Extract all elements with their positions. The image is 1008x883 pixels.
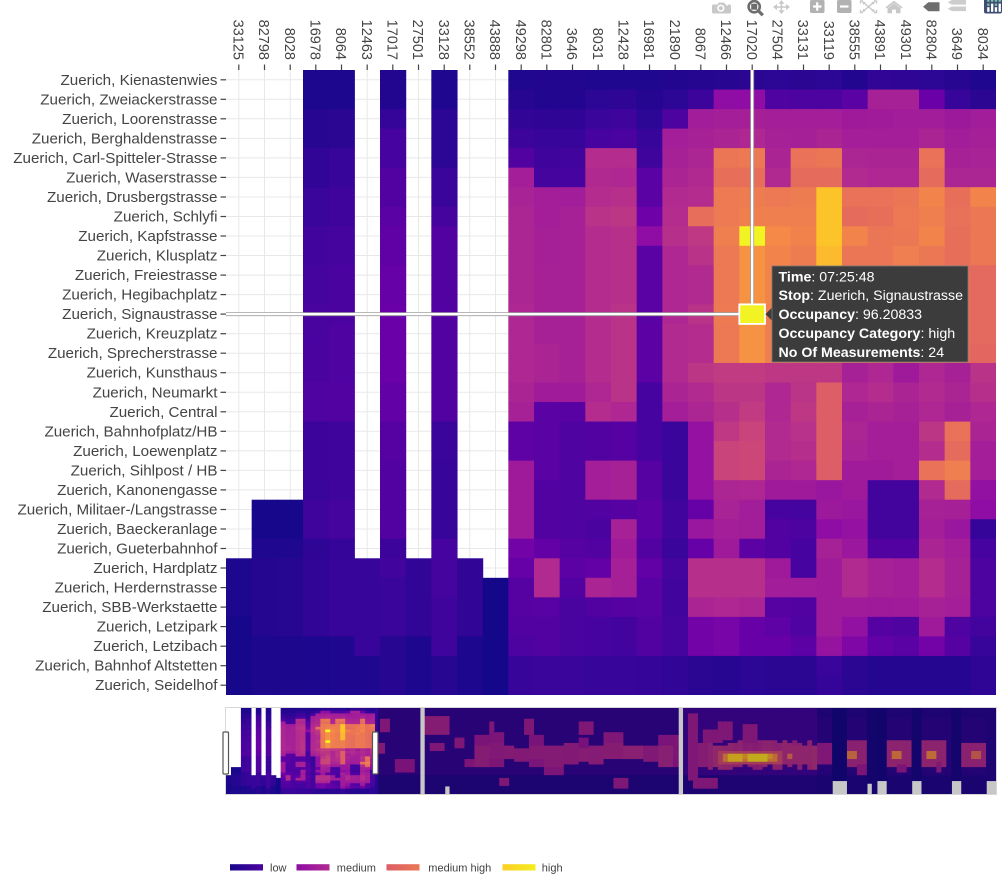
svg-text:Zuerich, SBB-Werkstaette: Zuerich, SBB-Werkstaette	[42, 599, 217, 616]
svg-text:Time: 07:25:48: Time: 07:25:48	[779, 269, 875, 285]
svg-text:Zuerich, Herdernstrasse: Zuerich, Herdernstrasse	[55, 580, 218, 597]
svg-text:43891: 43891	[871, 20, 887, 60]
svg-text:38552: 38552	[460, 20, 476, 60]
svg-text:12466: 12466	[717, 20, 733, 60]
svg-text:43888: 43888	[486, 20, 502, 60]
svg-text:Zuerich, Hegibachplatz: Zuerich, Hegibachplatz	[62, 287, 217, 304]
svg-text:Zuerich, Drusbergstrasse: Zuerich, Drusbergstrasse	[47, 189, 218, 206]
svg-text:medium high: medium high	[428, 863, 491, 875]
svg-text:Zuerich, Militaer-/Langstrasse: Zuerich, Militaer-/Langstrasse	[17, 502, 217, 519]
svg-text:Zuerich, Waserstrasse: Zuerich, Waserstrasse	[66, 169, 217, 186]
svg-text:Zuerich, Gueterbahnhof: Zuerich, Gueterbahnhof	[57, 541, 218, 558]
svg-text:Zuerich, Hardplatz: Zuerich, Hardplatz	[93, 560, 217, 577]
svg-text:49301: 49301	[897, 20, 913, 60]
svg-text:Zuerich, Carl-Spitteler-Strass: Zuerich, Carl-Spitteler-Strasse	[13, 150, 217, 167]
svg-text:82804: 82804	[922, 20, 938, 60]
svg-text:8064: 8064	[332, 28, 348, 60]
svg-text:Zuerich, Neumarkt: Zuerich, Neumarkt	[93, 384, 219, 401]
svg-text:Zuerich, Letzibach: Zuerich, Letzibach	[93, 638, 217, 655]
svg-text:12428: 12428	[614, 20, 630, 60]
svg-text:Zuerich, Kreuzplatz: Zuerich, Kreuzplatz	[87, 326, 218, 343]
svg-text:Zuerich, Seidelhof: Zuerich, Seidelhof	[95, 677, 218, 694]
svg-text:16981: 16981	[640, 20, 656, 60]
svg-text:Zuerich, Kienastenwies: Zuerich, Kienastenwies	[60, 72, 217, 89]
svg-text:Zuerich, Loewenplatz: Zuerich, Loewenplatz	[73, 443, 217, 460]
svg-text:21890: 21890	[666, 20, 682, 60]
svg-text:17020: 17020	[743, 20, 759, 60]
svg-text:Zuerich, Schlyfi: Zuerich, Schlyfi	[114, 209, 218, 226]
svg-text:Zuerich, Loorenstrasse: Zuerich, Loorenstrasse	[62, 111, 217, 128]
svg-text:Zuerich, Bahnhofplatz/HB: Zuerich, Bahnhofplatz/HB	[44, 423, 217, 440]
svg-text:Occupancy Category: high: Occupancy Category: high	[779, 326, 956, 342]
svg-text:high: high	[542, 863, 563, 875]
svg-text:Stop: Zuerich, Signaustrasse: Stop: Zuerich, Signaustrasse	[779, 288, 964, 304]
svg-text:Zuerich, Kanonengasse: Zuerich, Kanonengasse	[57, 482, 217, 499]
svg-text:33125: 33125	[229, 20, 245, 60]
svg-text:33131: 33131	[794, 20, 810, 60]
svg-text:27504: 27504	[768, 20, 784, 60]
svg-text:82798: 82798	[255, 20, 271, 60]
svg-text:Zuerich, Sihlpost / HB: Zuerich, Sihlpost / HB	[71, 462, 218, 479]
svg-text:Zuerich, Central: Zuerich, Central	[109, 404, 217, 421]
svg-text:Zuerich, Freiestrasse: Zuerich, Freiestrasse	[75, 267, 218, 284]
svg-text:Zuerich, Bahnhof Altstetten: Zuerich, Bahnhof Altstetten	[35, 658, 217, 675]
svg-text:Zuerich, Baeckeranlage: Zuerich, Baeckeranlage	[57, 521, 217, 538]
svg-text:3649: 3649	[948, 28, 964, 60]
svg-text:low: low	[270, 863, 287, 875]
svg-text:Zuerich, Signaustrasse: Zuerich, Signaustrasse	[62, 306, 217, 323]
svg-text:Zuerich, Zweiackerstrasse: Zuerich, Zweiackerstrasse	[40, 91, 217, 108]
svg-text:Zuerich, Kapfstrasse: Zuerich, Kapfstrasse	[78, 228, 217, 245]
svg-text:8031: 8031	[589, 28, 605, 60]
svg-text:17017: 17017	[383, 20, 399, 60]
svg-text:12463: 12463	[358, 20, 374, 60]
svg-text:8028: 8028	[281, 28, 297, 60]
svg-text:27501: 27501	[409, 20, 425, 60]
svg-text:Zuerich, Kunsthaus: Zuerich, Kunsthaus	[87, 365, 218, 382]
svg-text:medium: medium	[337, 863, 376, 875]
svg-text:16978: 16978	[306, 20, 322, 60]
svg-text:Zuerich, Sprecherstrasse: Zuerich, Sprecherstrasse	[48, 345, 218, 362]
svg-text:Zuerich, Klusplatz: Zuerich, Klusplatz	[97, 248, 218, 265]
svg-text:38555: 38555	[845, 20, 861, 60]
svg-text:Zuerich, Letzipark: Zuerich, Letzipark	[97, 619, 218, 636]
svg-text:33128: 33128	[435, 20, 451, 60]
svg-text:Zuerich, Berghaldenstrasse: Zuerich, Berghaldenstrasse	[32, 130, 218, 147]
svg-text:8034: 8034	[974, 28, 990, 60]
svg-text:33119: 33119	[820, 21, 836, 60]
svg-text:49298: 49298	[512, 20, 528, 60]
svg-text:8067: 8067	[691, 28, 707, 60]
svg-text:No Of Measurements: 24: No Of Measurements: 24	[779, 345, 945, 361]
svg-text:82801: 82801	[537, 20, 553, 60]
svg-text:Occupancy: 96.20833: Occupancy: 96.20833	[779, 307, 923, 323]
svg-text:3646: 3646	[563, 28, 579, 60]
